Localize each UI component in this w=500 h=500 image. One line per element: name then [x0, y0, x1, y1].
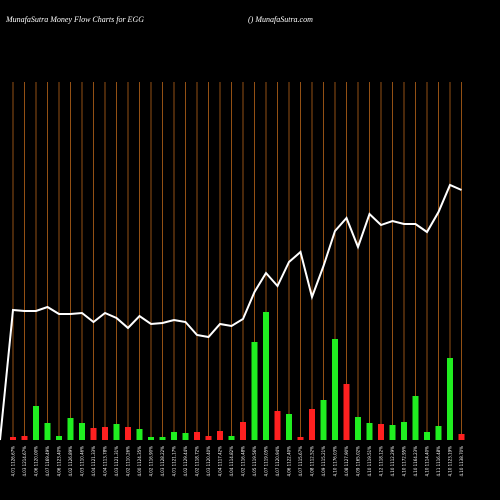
bar	[424, 432, 430, 440]
bar	[263, 312, 269, 440]
x-tick-label: 4.09 1165.02%	[356, 446, 361, 477]
bar	[447, 358, 453, 440]
x-tick-label: 4.03 1128.22%	[160, 446, 165, 477]
bar	[228, 436, 235, 440]
x-tick-label: 4.06 1122.40%	[287, 446, 292, 477]
bar	[297, 437, 304, 440]
bar	[148, 437, 154, 440]
bar	[33, 406, 39, 440]
bar	[378, 424, 384, 440]
bar	[251, 342, 258, 440]
bar	[458, 434, 465, 440]
bar	[389, 425, 396, 440]
x-tick-label: 4.04 1117.42%	[218, 446, 223, 477]
bar	[343, 384, 350, 440]
bar	[412, 396, 419, 440]
x-tick-label: 4.11 1116.48%	[436, 446, 441, 477]
bar	[366, 423, 373, 440]
x-tick-label: 4.03 1110.46%	[80, 446, 85, 477]
bar	[44, 423, 51, 440]
x-tick-label: 4.07 1119.05%	[264, 446, 269, 477]
chart-subtitle: () MunafaSutra.com	[248, 15, 313, 24]
bar	[217, 431, 223, 440]
x-tick-label: 4.10 1138.70%	[459, 446, 464, 477]
x-tick-label: 4.07 1115.67%	[298, 446, 303, 477]
bar	[56, 436, 62, 440]
x-tick-label: 4.08 1112.52%	[310, 446, 315, 477]
x-tick-label: 4.07 1169.49%	[45, 446, 50, 477]
bar	[171, 432, 177, 440]
bar	[355, 417, 361, 440]
x-tick-label: 4.02 1129.44%	[183, 446, 188, 477]
x-tick-label: 4.02 1116.90%	[149, 446, 154, 477]
x-tick-label: 4.03 1120.40%	[206, 446, 211, 477]
bar	[286, 414, 292, 440]
x-tick-label: 4.03 1121.31%	[114, 446, 119, 477]
chart-title: MunafaSutra Money Flow Charts for EGG	[5, 15, 144, 24]
x-tick-label: 4.10 1164.23%	[413, 446, 418, 477]
bar	[240, 422, 246, 440]
x-tick-label: 4.10 1112.29%	[390, 446, 395, 477]
bar	[79, 423, 85, 440]
x-tick-label: 4.10 1123.19%	[448, 446, 453, 477]
x-tick-label: 4.09 1115.21%	[321, 446, 326, 477]
bar	[125, 427, 131, 440]
x-tick-label: 4.04 1114.82%	[229, 446, 234, 477]
x-tick-label: 4.10 1114.40%	[425, 446, 430, 477]
x-tick-label: 4.03 1214.67%	[22, 446, 27, 477]
x-tick-label: 4.01 1126.67%	[11, 446, 16, 477]
bar	[401, 422, 407, 440]
x-tick-label: 4.02 1116.48%	[241, 446, 246, 477]
price-line	[0, 183, 462, 441]
x-tick-label: 4.10 1172.95%	[402, 446, 407, 477]
bar	[10, 437, 16, 440]
x-tick-label: 4.01 1121.17%	[172, 446, 177, 477]
x-tick-label: 4.02 1118.72%	[195, 446, 200, 477]
x-tick-label: 4.05 1119.56%	[252, 446, 257, 477]
bar	[113, 424, 120, 440]
x-tick-label: 4.12 1118.12%	[379, 446, 384, 477]
bar	[136, 429, 143, 440]
x-tick-label: 4.02 1126.89%	[68, 446, 73, 477]
x-tick-label: 4.10 1119.51%	[367, 446, 372, 477]
x-tick-label: 4.00 1124.35%	[137, 446, 142, 477]
x-tick-label: 4.10 1176.03%	[333, 446, 338, 477]
bar	[205, 436, 212, 440]
bar	[159, 437, 166, 440]
x-tick-label: 4.06 1120.00%	[34, 446, 39, 477]
x-tick-label: 4.04 1121.33%	[91, 446, 96, 477]
bar	[21, 436, 28, 440]
bar	[102, 427, 108, 440]
bar	[67, 418, 74, 440]
x-tick-label: 4.07 1120.94%	[275, 446, 280, 477]
bar	[90, 428, 97, 440]
bar	[320, 400, 327, 440]
x-tick-label: 4.06 1123.40%	[57, 446, 62, 477]
x-tick-label: 4.08 1127.90%	[344, 446, 349, 477]
bar	[435, 426, 442, 440]
bar	[194, 432, 200, 440]
bar	[309, 409, 315, 440]
x-tick-label: 4.04 1113.78%	[103, 446, 108, 477]
bar	[182, 433, 189, 440]
bar	[274, 411, 281, 440]
bar	[332, 339, 338, 440]
x-tick-label: 4.02 1110.26%	[126, 446, 131, 477]
